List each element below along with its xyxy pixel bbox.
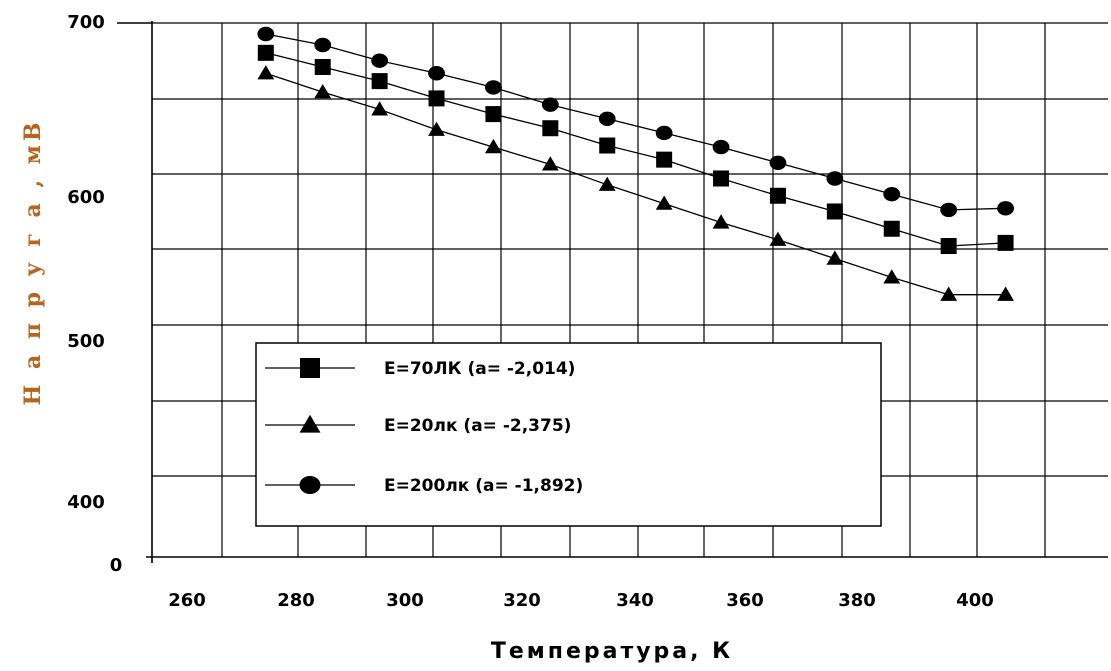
legend-label: E=20лк (a= -2,375) bbox=[384, 416, 571, 436]
series-lines bbox=[265, 33, 1006, 296]
x-axis-label: Температура, К bbox=[491, 639, 733, 664]
circle-marker bbox=[314, 37, 332, 53]
square-marker bbox=[769, 187, 786, 204]
x-tick-label: 260 bbox=[168, 590, 206, 611]
square-marker bbox=[428, 90, 445, 107]
triangle-marker bbox=[997, 286, 1014, 301]
y-tick-label: 700 bbox=[67, 12, 105, 33]
triangle-marker bbox=[314, 83, 332, 99]
triangle-marker bbox=[655, 195, 673, 210]
square-marker bbox=[542, 120, 559, 137]
y-tick-label: 500 bbox=[67, 331, 105, 352]
x-tick-label: 400 bbox=[956, 590, 994, 611]
circle-marker bbox=[598, 111, 616, 127]
square-marker bbox=[883, 220, 900, 237]
square-marker bbox=[656, 151, 673, 168]
triangle-marker bbox=[598, 176, 616, 191]
x-tick-label: 280 bbox=[277, 590, 315, 611]
circle-marker bbox=[541, 97, 559, 112]
legend-box bbox=[255, 342, 882, 527]
series-line bbox=[265, 72, 1006, 296]
square-marker bbox=[371, 73, 388, 90]
triangle-marker bbox=[883, 269, 901, 284]
circle-marker bbox=[883, 186, 901, 202]
axes bbox=[117, 21, 1108, 563]
series-line bbox=[265, 52, 1006, 247]
y-tick-label: 400 bbox=[67, 492, 105, 513]
legend-label: E=70ЛК (a= -2,014) bbox=[384, 359, 575, 379]
square-marker bbox=[485, 106, 502, 123]
triangle-marker bbox=[769, 231, 787, 246]
circle-marker bbox=[826, 171, 844, 186]
x-tick-labels: 260 280 300 320 340 360 380 400 bbox=[168, 590, 994, 611]
circle-marker bbox=[257, 26, 275, 42]
square-marker bbox=[940, 238, 957, 255]
circle-marker bbox=[371, 53, 389, 68]
square-marker bbox=[826, 203, 843, 220]
circle-marker bbox=[997, 201, 1014, 216]
legend: E=70ЛК (a= -2,014) E=20лк (a= -2,375) E=20… bbox=[255, 342, 882, 527]
square-marker bbox=[314, 58, 331, 75]
series-markers bbox=[257, 26, 1014, 301]
legend-label: E=200лк (a= -1,892) bbox=[384, 476, 583, 496]
triangle-marker bbox=[826, 250, 844, 265]
series-line bbox=[265, 33, 1006, 211]
y-tick-label: 600 bbox=[67, 187, 105, 208]
x-tick-label: 320 bbox=[503, 590, 541, 611]
y-axis-label: Н а п р у г а , мВ bbox=[20, 119, 46, 406]
square-marker bbox=[713, 170, 730, 187]
circle-marker bbox=[485, 80, 502, 95]
triangle-marker bbox=[428, 121, 445, 136]
circle-marker bbox=[712, 139, 730, 155]
y-tick-label: 0 bbox=[110, 555, 123, 576]
circle-marker bbox=[940, 202, 958, 218]
triangle-marker bbox=[541, 156, 559, 171]
x-tick-label: 360 bbox=[726, 590, 764, 611]
triangle-marker bbox=[485, 138, 502, 154]
circle-marker bbox=[769, 155, 787, 170]
circle-marker bbox=[299, 476, 321, 494]
x-tick-label: 340 bbox=[616, 590, 654, 611]
circle-marker bbox=[428, 66, 445, 81]
x-tick-label: 380 bbox=[838, 590, 876, 611]
square-marker bbox=[257, 44, 274, 61]
triangle-marker bbox=[257, 65, 275, 80]
square-marker bbox=[599, 137, 616, 154]
triangle-marker bbox=[371, 101, 389, 116]
triangle-marker bbox=[940, 286, 958, 301]
y-tick-labels: 700 600 500 400 0 bbox=[67, 12, 122, 576]
square-marker bbox=[300, 358, 320, 378]
circle-marker bbox=[655, 125, 673, 141]
square-marker bbox=[997, 234, 1014, 251]
triangle-marker bbox=[712, 214, 730, 229]
triangle-marker bbox=[299, 414, 321, 433]
x-tick-label: 300 bbox=[386, 590, 424, 611]
